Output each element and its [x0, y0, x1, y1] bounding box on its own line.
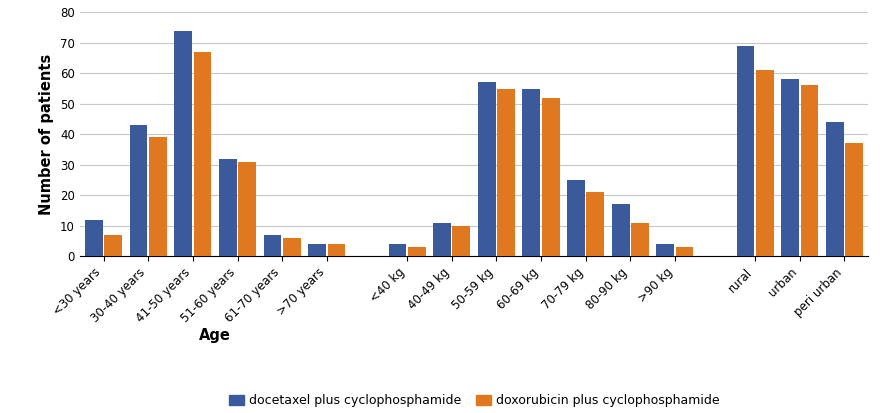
Y-axis label: Number of patients: Number of patients	[40, 54, 54, 215]
Bar	[523, 88, 540, 256]
Bar	[85, 220, 103, 256]
Bar	[826, 122, 843, 256]
Bar	[129, 125, 147, 256]
Bar	[453, 225, 470, 256]
Bar	[219, 159, 237, 256]
Bar	[308, 244, 326, 256]
Bar	[541, 97, 560, 256]
Bar	[756, 70, 773, 256]
Bar	[676, 247, 694, 256]
Legend: docetaxel plus cyclophosphamide, doxorubicin plus cyclophosphamide: docetaxel plus cyclophosphamide, doxorub…	[223, 389, 725, 412]
Bar	[264, 235, 282, 256]
Bar	[478, 83, 495, 256]
Bar	[801, 85, 819, 256]
Bar	[175, 31, 192, 256]
Bar	[845, 143, 863, 256]
Bar	[781, 79, 799, 256]
Bar	[433, 223, 451, 256]
Bar	[408, 247, 425, 256]
Bar	[238, 161, 256, 256]
Bar	[149, 137, 167, 256]
Text: Age: Age	[199, 328, 231, 343]
Bar	[657, 244, 674, 256]
Bar	[105, 235, 122, 256]
Bar	[388, 244, 407, 256]
Bar	[611, 204, 630, 256]
Bar	[631, 223, 649, 256]
Bar	[283, 238, 300, 256]
Bar	[497, 88, 515, 256]
Bar	[328, 244, 346, 256]
Bar	[194, 52, 212, 256]
Bar	[736, 46, 754, 256]
Bar	[587, 192, 604, 256]
Bar	[567, 180, 585, 256]
